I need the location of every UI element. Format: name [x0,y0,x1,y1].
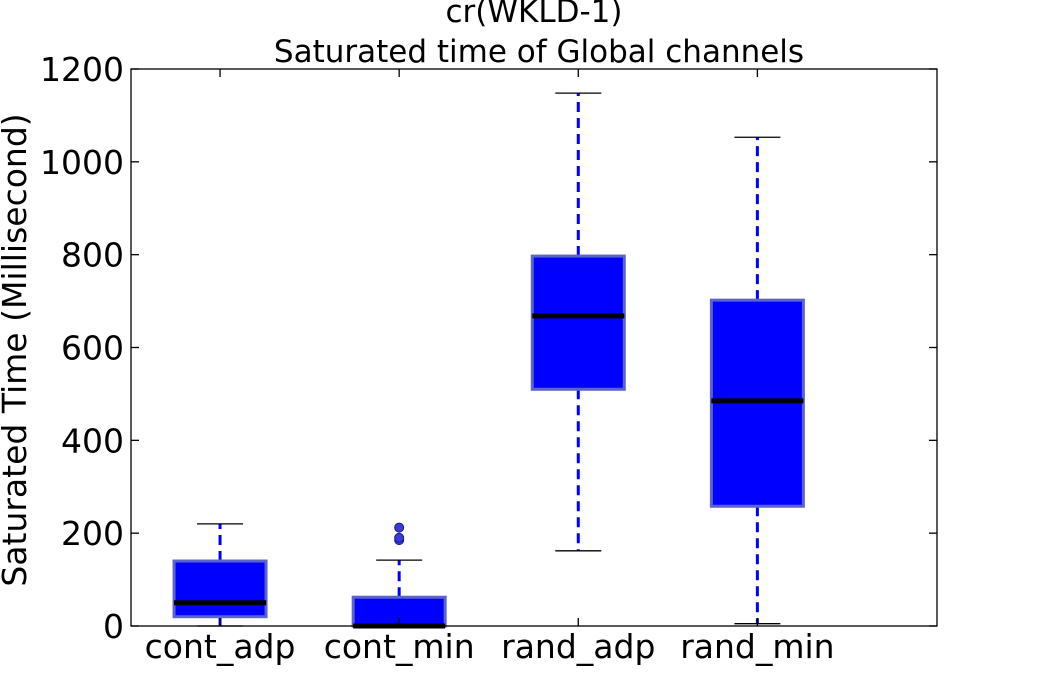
outlier-point [394,532,405,543]
box-group-cont-min [351,522,447,629]
plot-area [172,92,805,629]
y-tick-label: 1000 [40,143,124,182]
x-tick-label: cont_min [324,627,475,666]
y-tick-label: 0 [103,607,124,646]
x-tick-label: rand_min [680,627,834,666]
y-tick-label: 800 [61,236,124,275]
outlier-point [394,522,405,533]
y-tick-label: 1200 [40,50,124,89]
chart-subtitle: Saturated time of Global channels [274,34,804,70]
y-tick-label: 200 [61,514,124,553]
box-group-cont-adp [172,523,268,627]
y-tick-label: 600 [61,329,124,368]
box-iqr [530,254,626,391]
axis-ticks: cont_adp cont_min rand_adp rand_min 0 200 400 6… [40,50,937,666]
y-tick-label: 400 [61,421,124,460]
box-group-rand-min [709,136,805,625]
x-tick-label: cont_adp [145,627,296,666]
box-iqr [172,559,268,619]
box-group-rand-adp [530,92,626,552]
x-tick-label: rand_adp [501,627,655,666]
y-axis-label: Saturated Time (Millisecond) [0,113,34,586]
chart-title: cr(WKLD-1) [445,0,622,30]
